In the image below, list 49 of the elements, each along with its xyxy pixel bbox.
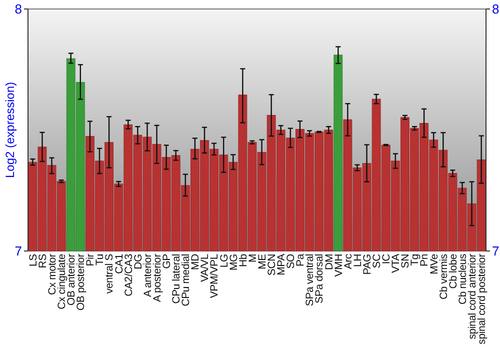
x-tick-label: CA1: [113, 254, 126, 274]
x-tick-label: CA2/CA3: [122, 254, 135, 296]
x-tick-label: RS: [36, 254, 49, 268]
x-tick-label: SO: [285, 254, 298, 269]
x-tick-label: A posterior: [151, 253, 164, 302]
x-tick-label: DM: [323, 254, 336, 270]
x-tick-label: MVe: [428, 254, 440, 274]
x-tick-label: Cb nucleus: [456, 254, 469, 305]
x-tick-label: MD: [190, 253, 202, 270]
x-tick-label: LS: [27, 254, 40, 266]
x-tick-label: MG: [228, 254, 240, 271]
x-tick-label: spinal cord anterior: [466, 253, 478, 340]
x-tick-label: VMH: [332, 254, 345, 277]
x-tick-label: DG: [132, 254, 144, 270]
y-axis-title: Log2 (expression): [3, 82, 18, 178]
x-tick-label: ME: [256, 254, 268, 270]
x-tick-label: Cx motor: [46, 253, 58, 295]
y2-tick-label: 8: [492, 2, 500, 17]
x-tick-label: LG: [218, 254, 230, 268]
x-tick-label: IC: [380, 253, 393, 264]
x-tick-label: PAG: [361, 254, 374, 275]
x-tick-label: CPu medial: [180, 254, 192, 306]
x-tick-label: VA/VL: [199, 254, 212, 282]
x-tick-label: M: [246, 254, 259, 263]
x-tick-label: GP: [160, 254, 173, 269]
x-tick-label: Cx cingulate: [56, 254, 68, 310]
x-tick-label: Tg: [409, 254, 422, 266]
x-tick-label: A anterior: [142, 253, 154, 297]
x-tick-label: Tu: [94, 254, 106, 266]
x-tick-label: Arc: [342, 254, 354, 270]
x-tick-label: Cb lobe: [447, 254, 460, 289]
x-tick-label: SCN: [266, 254, 278, 276]
x-tick-label: SC: [370, 253, 383, 268]
x-tick-label: Hb: [237, 254, 250, 268]
x-tick-label: SPa dorsal: [314, 254, 326, 304]
x-tick-label: Cb vermis: [438, 254, 450, 300]
x-tick-label: Pn: [418, 254, 431, 266]
x-tick-label: Pa: [294, 254, 307, 266]
x-tick-label: OB anterior: [66, 253, 78, 306]
x-tick-label: LH: [352, 254, 364, 268]
x-tick-label: spinal cord posterior: [476, 253, 488, 344]
x-tick-label: SN: [400, 254, 412, 268]
x-tick-label: MPA: [276, 254, 288, 276]
x-tick-label: OB posterior: [75, 253, 88, 311]
x-tick-label: VTA: [390, 254, 402, 274]
x-tick-label: ventral S: [104, 254, 116, 294]
x-tick-label: VPM/VPL: [208, 254, 221, 298]
y2-tick-label: 7: [492, 244, 500, 259]
x-tick-label: Pir: [84, 253, 97, 266]
